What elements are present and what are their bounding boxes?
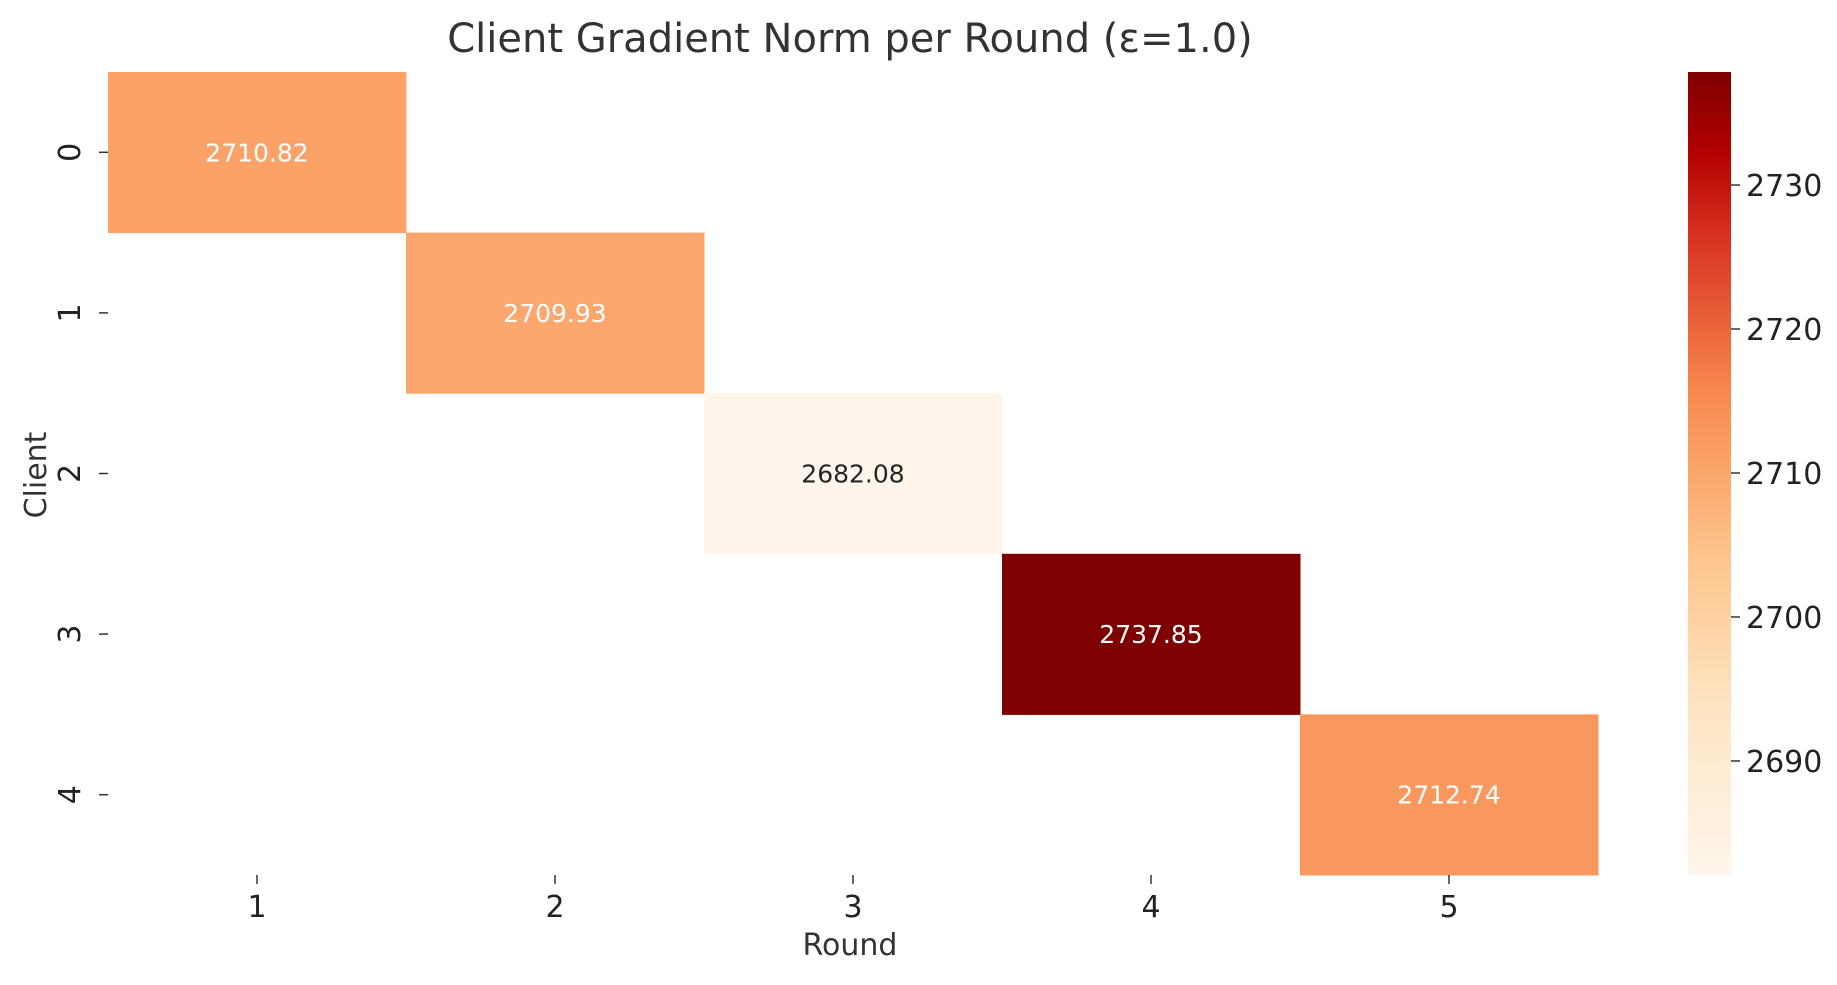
x-axis-label: Round [803,928,898,963]
colorbar-tick-label: 2690 [1746,745,1822,780]
y-tick-label: 2 [53,464,88,483]
y-tick-label: 0 [53,143,88,162]
x-tick-label: 4 [1141,890,1160,925]
colorbar-tick-label: 2730 [1746,169,1822,204]
y-axis-label: Client [19,431,54,518]
cell-value-label: 2712.74 [1397,781,1500,810]
y-tick-label: 4 [53,785,88,804]
heatmap-cell [406,232,705,394]
cell-value-label: 2710.82 [205,138,308,167]
colorbar-tick-label: 2700 [1746,601,1822,636]
y-tick-label: 1 [53,303,88,322]
heatmap-cell [704,393,1003,555]
x-tick-label: 2 [545,890,564,925]
x-tick-label: 3 [843,890,862,925]
colorbar-tick-label: 2710 [1746,457,1822,492]
x-tick-label: 1 [247,890,266,925]
cell-value-label: 2709.93 [503,299,606,328]
cell-value-label: 2737.85 [1099,620,1202,649]
heatmap-cell [1002,553,1301,715]
chart-title: Client Gradient Norm per Round (ε=1.0) [447,16,1253,62]
heatmap-cell [1300,714,1599,876]
heatmap-cell [108,72,407,234]
colorbar-tick-label: 2720 [1746,313,1822,348]
colorbar [1688,72,1731,875]
y-tick-label: 3 [53,625,88,644]
x-tick-label: 5 [1439,890,1458,925]
cell-value-label: 2682.08 [801,460,904,489]
